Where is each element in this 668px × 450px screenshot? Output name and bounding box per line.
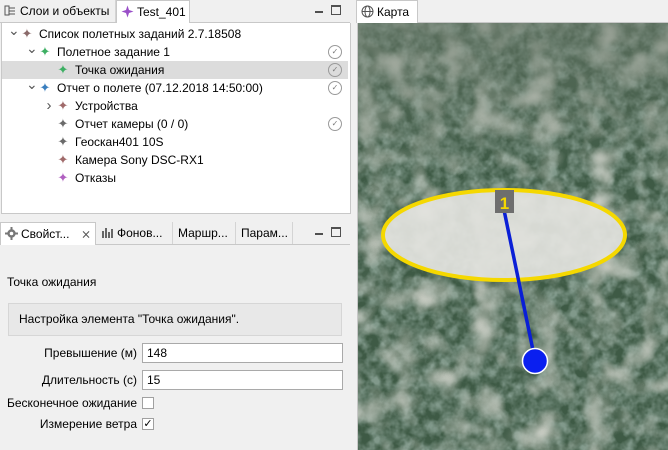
flight-tree: ⌄ ✦ Список полетных заданий 2.7.18508 ⌄ ✦ Пол… — [1, 22, 351, 214]
star-icon: ✦ — [39, 80, 51, 95]
bar-chart-icon — [102, 228, 113, 238]
wind-measurement-checkbox[interactable]: ✓ — [142, 418, 154, 430]
tab-layers[interactable]: Слои и объекты — [0, 0, 116, 22]
tab-layers-label: Слои и объекты — [20, 4, 110, 18]
waypoint-label-box — [495, 190, 514, 213]
minimize-button[interactable] — [314, 4, 325, 15]
tree-row[interactable]: ✦ Отчет камеры (0 / 0) ✓ — [2, 115, 348, 133]
tab-background-label: Фонов... — [117, 226, 163, 240]
star-icon: ✦ — [57, 62, 69, 77]
tree-item-label: Отказы — [75, 171, 117, 185]
tree-item-label: Список полетных заданий 2.7.18508 — [39, 27, 242, 41]
tab-properties[interactable]: Свойст... ⨯ — [0, 222, 96, 245]
check-circle-icon[interactable]: ✓ — [328, 63, 342, 77]
altitude-label: Превышение (м) — [44, 346, 137, 360]
star-icon: ✦ — [39, 44, 51, 59]
check-circle-icon[interactable]: ✓ — [328, 117, 342, 131]
star-icon: ✦ — [21, 26, 33, 41]
close-icon[interactable]: ⨯ — [80, 227, 91, 241]
properties-title: Точка ожидания — [7, 275, 97, 289]
tab-params[interactable]: Парам... — [237, 222, 293, 244]
minimize-button[interactable] — [314, 226, 325, 237]
maximize-button[interactable] — [331, 227, 341, 237]
tab-properties-label: Свойст... — [21, 227, 70, 241]
properties-panel: Точка ожидания Настройка элемента "Точка… — [1, 245, 349, 450]
gear-icon — [5, 227, 18, 240]
tree-item-label: Устройства — [75, 99, 138, 113]
altitude-field[interactable]: 148 — [142, 343, 343, 363]
tree-item-label: Отчет о полете (07.12.2018 14:50:00) — [57, 81, 263, 95]
star-icon: ✦ — [57, 152, 69, 167]
tree-row[interactable]: ⌄ ✦ Отчет о полете (07.12.2018 14:50:00) ✓ — [2, 76, 348, 97]
tab-routes-label: Маршр... — [178, 226, 228, 240]
chevron-down-icon[interactable]: ⌄ — [8, 22, 20, 38]
layers-tabbar: Слои и объекты Test_401 — [0, 0, 350, 23]
waypoint-label: 1 — [500, 194, 509, 213]
ground-point-marker[interactable] — [521, 347, 549, 375]
infinite-wait-checkbox[interactable] — [142, 397, 154, 409]
maximize-button[interactable] — [331, 5, 341, 15]
tab-params-label: Парам... — [241, 226, 288, 240]
map-canvas[interactable]: 1 — [358, 23, 668, 450]
tree-row[interactable]: ✦ Отказы — [2, 169, 348, 187]
infinite-wait-label: Бесконечное ожидание — [6, 396, 137, 410]
tab-test401-label: Test_401 — [137, 5, 186, 19]
description-box: Настройка элемента "Точка ожидания". — [8, 303, 342, 336]
tab-map-label: Карта — [377, 5, 410, 19]
tab-map[interactable]: Карта — [356, 0, 418, 23]
duration-label: Длительность (с) — [41, 373, 137, 387]
altitude-line — [502, 209, 537, 361]
tree-row[interactable]: ✦ Геоскан401 10S — [2, 133, 348, 151]
star-icon: ✦ — [57, 170, 69, 185]
layers-icon — [4, 5, 15, 16]
tree-item-label: Камера Sony DSC-RX1 — [75, 153, 204, 167]
tree-item-label: Отчет камеры (0 / 0) — [75, 117, 189, 131]
check-circle-icon[interactable]: ✓ — [328, 45, 342, 59]
globe-icon — [361, 5, 374, 18]
star-icon — [121, 5, 134, 18]
tree-row[interactable]: ⌄ ✦ Список полетных заданий 2.7.18508 — [2, 22, 348, 43]
chevron-down-icon[interactable]: ⌄ — [26, 40, 38, 56]
star-icon: ✦ — [57, 134, 69, 149]
tab-test401[interactable]: Test_401 — [116, 0, 190, 23]
tree-row[interactable]: ✦ Камера Sony DSC-RX1 — [2, 151, 348, 169]
tree-row[interactable]: ⌄ ✦ Полетное задание 1 ✓ — [2, 40, 348, 61]
properties-tabbar: Свойст... ⨯ Фонов... Маршр... Парам... — [0, 222, 350, 245]
tree-item-label: Полетное задание 1 — [57, 45, 170, 59]
chevron-right-icon[interactable]: › — [46, 97, 52, 114]
tab-routes[interactable]: Маршр... — [174, 222, 236, 244]
tree-item-label: Точка ожидания — [75, 63, 165, 77]
wind-measurement-label: Измерение ветра — [39, 417, 137, 431]
map-tabbar: Карта — [356, 0, 668, 23]
duration-field[interactable]: 15 — [142, 370, 343, 390]
tree-row[interactable]: › ✦ Устройства — [2, 97, 348, 115]
tree-item-label: Геоскан401 10S — [75, 135, 164, 149]
tree-row[interactable]: ✦ Точка ожидания ✓ — [2, 61, 348, 79]
chevron-down-icon[interactable]: ⌄ — [26, 76, 38, 92]
check-circle-icon[interactable]: ✓ — [328, 81, 342, 95]
star-icon: ✦ — [57, 116, 69, 131]
star-icon: ✦ — [57, 98, 69, 113]
map-view[interactable]: 1 — [357, 23, 668, 450]
tab-background[interactable]: Фонов... — [97, 222, 173, 244]
